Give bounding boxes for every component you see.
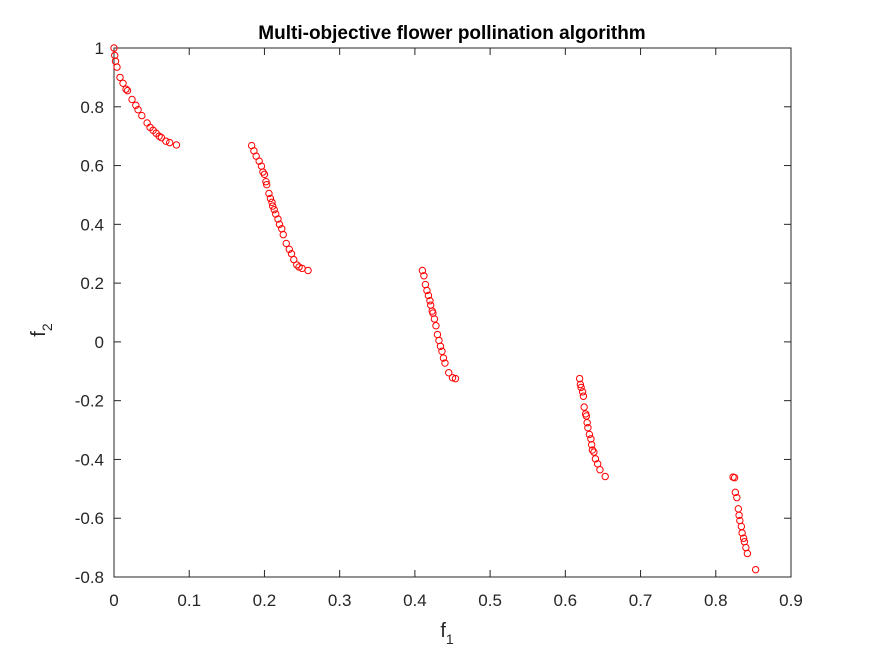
data-point xyxy=(423,286,431,295)
data-point xyxy=(134,106,142,114)
data-point xyxy=(436,342,445,350)
data-point xyxy=(269,202,277,210)
data-point xyxy=(270,205,278,214)
data-point xyxy=(743,549,752,558)
x-tick-label: 0.1 xyxy=(177,591,201,610)
x-tick-label: 0.6 xyxy=(554,591,578,610)
data-point xyxy=(113,63,121,71)
data-point xyxy=(738,529,746,537)
data-point xyxy=(601,472,609,481)
data-point xyxy=(265,189,273,198)
data-point xyxy=(735,511,743,519)
data-point xyxy=(579,392,588,400)
y-tick-labels: -0.8 -0.6 -0.4 -0.2 0 0.2 0.4 0.6 0.8 1 xyxy=(75,39,104,587)
plot-area xyxy=(113,47,792,578)
data-point xyxy=(584,424,592,432)
y-tick-label: -0.8 xyxy=(75,568,104,587)
data-point xyxy=(585,430,594,439)
data-point xyxy=(263,180,271,189)
data-point xyxy=(162,137,170,145)
x-tick-label: 0.2 xyxy=(253,591,277,610)
data-point xyxy=(122,85,130,93)
data-point xyxy=(275,220,284,229)
x-tick-labels: 0 0.1 0.2 0.3 0.4 0.5 0.6 0.7 0.8 0.9 xyxy=(109,591,803,610)
x-tick-label: 0.4 xyxy=(403,591,427,610)
data-point xyxy=(424,291,433,300)
data-point xyxy=(279,230,287,239)
y-tick-label: 0.2 xyxy=(80,274,104,293)
data-point xyxy=(116,73,124,82)
data-point xyxy=(304,266,312,275)
data-point xyxy=(432,322,440,330)
data-point xyxy=(451,374,460,383)
data-point xyxy=(448,374,457,382)
data-point xyxy=(583,419,591,427)
x-tick-label: 0.5 xyxy=(478,591,502,610)
data-point xyxy=(165,138,174,147)
data-point xyxy=(274,215,282,223)
y-axis-label: f2 xyxy=(28,323,55,337)
data-point xyxy=(282,239,290,248)
data-point xyxy=(576,380,585,389)
data-point xyxy=(733,493,741,502)
data-point xyxy=(132,101,140,110)
data-point xyxy=(110,44,118,52)
y-tick-label: 1 xyxy=(95,39,104,58)
data-point xyxy=(580,403,588,411)
data-point xyxy=(266,194,275,203)
x-tick-label: 0.8 xyxy=(704,591,728,610)
data-point xyxy=(578,388,587,396)
y-tick-label: 0.8 xyxy=(80,98,104,117)
data-points xyxy=(110,44,760,574)
data-point xyxy=(730,473,739,482)
data-point xyxy=(420,272,428,280)
x-tick-label: 0.7 xyxy=(629,591,653,610)
y-axis-label-main: f xyxy=(28,331,50,337)
data-point xyxy=(128,95,136,104)
data-point xyxy=(293,261,301,269)
data-point xyxy=(441,359,449,367)
y-tick-label: 0 xyxy=(95,333,104,352)
y-tick-label: 0.4 xyxy=(80,215,104,234)
data-point xyxy=(260,170,269,179)
data-point xyxy=(596,466,604,474)
data-point xyxy=(577,383,585,392)
tick-marks xyxy=(113,47,792,578)
data-point xyxy=(588,446,597,454)
x-axis-label-subscript: 1 xyxy=(446,631,454,647)
data-point xyxy=(418,266,427,275)
data-point xyxy=(123,86,132,95)
data-point xyxy=(138,111,146,120)
y-tick-label: -0.2 xyxy=(75,392,104,411)
data-point xyxy=(119,79,127,87)
y-tick-label: -0.4 xyxy=(75,450,104,469)
chart-title: Multi-objective flower pollination algor… xyxy=(258,23,645,44)
data-point xyxy=(445,369,453,377)
data-point xyxy=(426,297,434,305)
data-point xyxy=(590,448,598,456)
data-point xyxy=(739,534,748,542)
data-point xyxy=(155,132,163,140)
data-point xyxy=(751,565,760,574)
x-tick-label: 0.3 xyxy=(328,591,352,610)
y-tick-label: -0.6 xyxy=(75,509,104,528)
data-point xyxy=(157,133,166,142)
y-axis-label-subscript: 2 xyxy=(39,323,55,331)
data-point xyxy=(438,347,446,355)
data-point xyxy=(439,354,448,362)
data-point xyxy=(262,178,270,186)
data-point xyxy=(172,141,181,149)
x-axis-label: f1 xyxy=(440,620,454,647)
x-tick-label: 0 xyxy=(109,591,118,610)
data-point xyxy=(268,198,276,206)
x-axis-label-main: f xyxy=(440,620,446,642)
y-tick-label: 0.6 xyxy=(80,157,104,176)
data-point xyxy=(430,315,439,323)
data-point xyxy=(731,488,740,497)
x-tick-label: 0.9 xyxy=(779,591,803,610)
data-point xyxy=(285,245,293,254)
data-point xyxy=(587,441,596,449)
